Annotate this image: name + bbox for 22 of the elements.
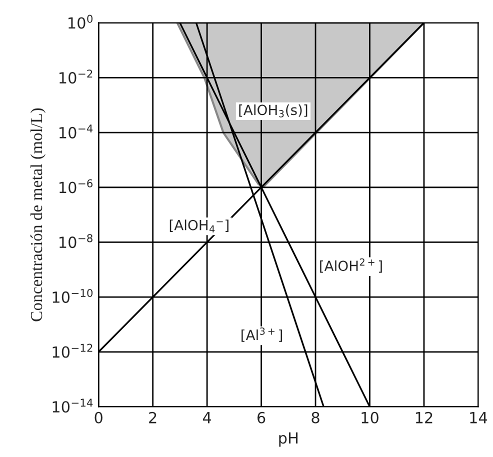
y-tick-label: 10$^{−12}$ xyxy=(52,344,92,358)
x-tick-label: 2 xyxy=(149,412,156,424)
y-tick-label: 10$^{−10}$ xyxy=(52,288,93,303)
series-label: [AlOH$^{2+}$] xyxy=(320,258,382,273)
x-tick-label: 6 xyxy=(257,412,266,424)
x-tick-label: 8 xyxy=(312,412,320,424)
x-tick-label: 4 xyxy=(202,412,212,424)
series-label: [AlOH$_{3}$(s)] xyxy=(239,104,308,118)
y-tick-label: 10$^{0}$ xyxy=(68,14,93,29)
series-label: [Al$^{3+}$] xyxy=(242,327,282,342)
x-tick-label: 12 xyxy=(416,412,432,424)
x-tick-label: 0 xyxy=(94,412,102,424)
y-tick-label: 10$^{−2}$ xyxy=(60,70,92,84)
y-tick-label: 10$^{−8}$ xyxy=(60,234,92,248)
x-tick-label: 14 xyxy=(470,412,488,424)
y-tick-label: 10$^{−14}$ xyxy=(52,398,93,413)
series-label: [AlOH$_{4}$$^{−}$] xyxy=(170,220,228,232)
y-tick-label: 10$^{−4}$ xyxy=(60,124,93,138)
x-axis-title: pH xyxy=(279,432,298,447)
x-tick-label: 10 xyxy=(362,412,378,424)
y-tick-label: 10$^{−6}$ xyxy=(60,179,93,194)
y-axis-title: Concentración de metal (mol/L) xyxy=(30,108,46,322)
